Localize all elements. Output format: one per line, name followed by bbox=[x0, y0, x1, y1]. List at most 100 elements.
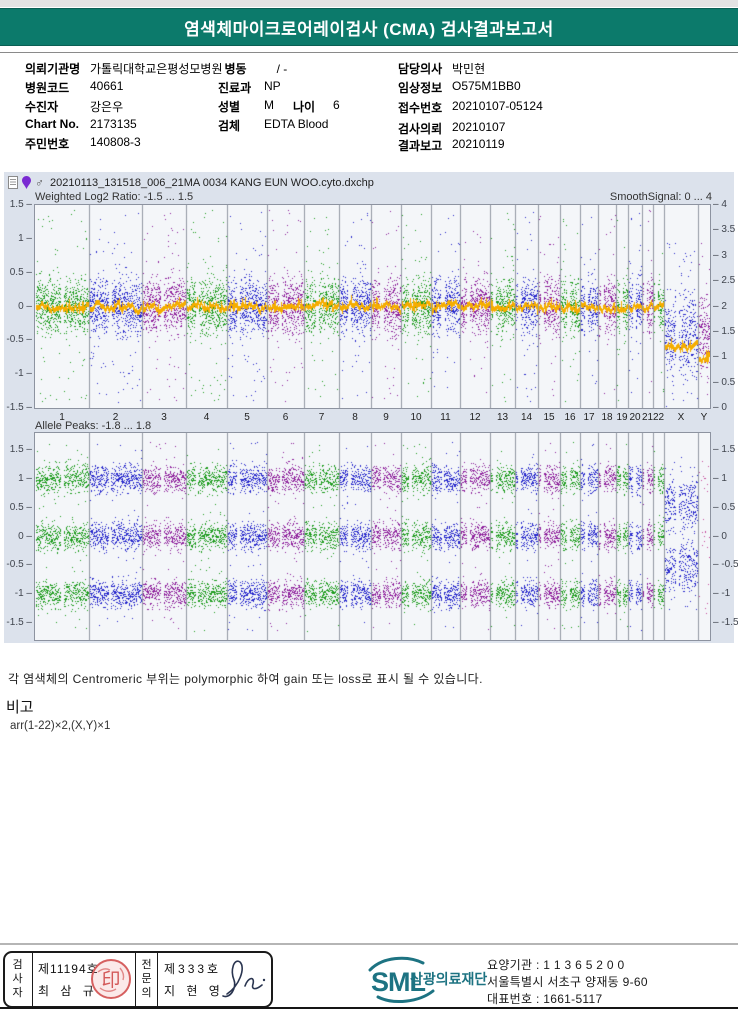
log2-ratio-scatter-canvas bbox=[35, 205, 710, 408]
report-title-banner: 염색체마이크로어레이검사 (CMA) 검사결과보고서 bbox=[0, 8, 738, 46]
field-label: 결과보고 bbox=[398, 139, 443, 153]
chromosome-label: 15 bbox=[543, 412, 555, 423]
field-label: 담당의사 bbox=[398, 62, 443, 76]
field-label: 진료과 bbox=[218, 81, 252, 95]
chromosome-label: 20 bbox=[629, 412, 641, 423]
axis-tick-label: 0 – bbox=[18, 300, 32, 312]
field-value: O575M1BB0 bbox=[452, 79, 521, 93]
field-value: M bbox=[264, 98, 274, 112]
axis-tick-label: 0 – bbox=[18, 530, 32, 542]
chromosome-label: 10 bbox=[410, 412, 422, 423]
chromosome-label: X bbox=[677, 412, 685, 423]
axis-tick-label: 0.5 – bbox=[9, 501, 32, 513]
field-value: 140808-3 bbox=[90, 135, 141, 149]
axis-tick-label: – 0 bbox=[713, 530, 727, 542]
field-label: Chart No. bbox=[25, 117, 79, 131]
field-value: 2173135 bbox=[90, 117, 137, 131]
chromosome-label: 13 bbox=[496, 412, 509, 423]
allele-peaks-scatter-canvas bbox=[35, 433, 710, 640]
axis-tick-label: 1.5 – bbox=[9, 444, 32, 456]
field-label: 병동 bbox=[224, 62, 247, 76]
field-label: 나이 bbox=[293, 100, 316, 114]
divider bbox=[135, 953, 136, 1006]
axis-tick-label: – 3.5 bbox=[713, 224, 736, 236]
field-label: 접수번호 bbox=[398, 101, 443, 115]
axis-tick-label: – 0 bbox=[713, 402, 727, 413]
field-label: 성별 bbox=[218, 100, 241, 114]
cma-viewer-panel: ♂ 20210113_131518_006_21MA 0034 KANG EUN… bbox=[4, 172, 738, 643]
chromosome-label: 9 bbox=[383, 412, 389, 423]
document-icon bbox=[8, 176, 18, 189]
axis-tick-label: – -0.5 bbox=[713, 559, 738, 571]
viewer-titlebar: ♂ 20210113_131518_006_21MA 0034 KANG EUN… bbox=[8, 175, 374, 190]
axis-tick-label: – 0.5 bbox=[713, 501, 736, 513]
org-address: 서울특별시 서초구 양재동 9-60 bbox=[487, 975, 648, 989]
pin-icon bbox=[22, 176, 31, 189]
chromosome-label: 19 bbox=[616, 412, 628, 423]
chromosome-label: 4 bbox=[203, 412, 210, 423]
chromosome-label: 8 bbox=[352, 412, 358, 423]
axis-tick-label: – 1 bbox=[713, 473, 727, 484]
allele-peaks-plot bbox=[34, 432, 711, 641]
viewer-filename: 20210113_131518_006_21MA 0034 KANG EUN W… bbox=[50, 176, 374, 189]
footer-divider bbox=[0, 943, 738, 945]
axis-tick-label: – -1.5 bbox=[713, 616, 738, 628]
chromosome-label: 14 bbox=[520, 412, 533, 423]
chromosome-label: 6 bbox=[282, 412, 289, 423]
svg-text:SML: SML bbox=[371, 967, 426, 997]
chromosome-label: 11 bbox=[440, 412, 451, 423]
bottom-border bbox=[0, 1007, 738, 1009]
examiner-cert-no: 제11194호 bbox=[38, 962, 99, 976]
chromosome-label: 7 bbox=[318, 412, 325, 423]
svg-text:印: 印 bbox=[101, 969, 120, 991]
specialist-name: 지 현 영 bbox=[164, 984, 224, 998]
axis-tick-label: -1 – bbox=[14, 368, 32, 380]
chromosome-label: 2 bbox=[112, 412, 119, 423]
log2-ratio-plot bbox=[34, 204, 711, 409]
chromosome-label: 21 bbox=[641, 412, 654, 423]
field-value: 6 bbox=[333, 98, 340, 112]
chromosome-label: 18 bbox=[601, 412, 613, 423]
chromosome-label: 22 bbox=[652, 412, 665, 423]
field-value: NP bbox=[264, 79, 281, 93]
care-org-number: 요양기관 : 1 1 3 6 5 2 0 0 bbox=[487, 958, 625, 972]
male-icon: ♂ bbox=[35, 175, 44, 190]
examiner-role-label: 검사자 bbox=[12, 959, 23, 999]
remark-heading: 비고 bbox=[6, 699, 34, 716]
header-divider bbox=[0, 52, 738, 53]
chromosome-label: 3 bbox=[161, 412, 167, 423]
axis-tick-label: -0.5 – bbox=[6, 559, 32, 571]
examiner-name: 최 삼 규 bbox=[38, 984, 98, 998]
chromosome-label: 16 bbox=[564, 412, 576, 423]
field-label: 수진자 bbox=[25, 100, 59, 114]
chromosome-label: Y bbox=[700, 412, 708, 423]
chromosome-label: 5 bbox=[244, 412, 250, 423]
org-name: 삼광의료재단 bbox=[410, 971, 488, 987]
org-phone: 대표번호 : 1661-5117 bbox=[487, 992, 603, 1006]
specialist-cert-no: 제333호 bbox=[164, 962, 222, 976]
field-value: 20210119 bbox=[452, 137, 505, 151]
axis-tick-label: – 2.5 bbox=[713, 275, 736, 287]
field-label: 검사의뢰 bbox=[398, 122, 443, 136]
field-value: EDTA Blood bbox=[264, 117, 329, 131]
sml-logo: SML bbox=[368, 956, 435, 1004]
window-top-strip bbox=[0, 0, 738, 7]
axis-tick-label: 1 – bbox=[18, 473, 32, 484]
axis-tick-label: -1 – bbox=[14, 588, 32, 599]
field-value: 20210107 bbox=[452, 120, 506, 134]
field-label: 병원코드 bbox=[25, 81, 70, 95]
axis-tick-label: -0.5 – bbox=[6, 334, 32, 346]
divider bbox=[157, 953, 158, 1006]
divider bbox=[32, 953, 33, 1006]
field-label: 의뢰기관명 bbox=[25, 62, 81, 76]
remark-result: arr(1-22)×2,(X,Y)×1 bbox=[10, 720, 111, 732]
signature-box: 검사자 제11194호 최 삼 규 印 전문의 제333호 지 현 영 bbox=[3, 951, 273, 1008]
field-label: 주민번호 bbox=[25, 137, 70, 151]
specialist-role-label: 전문의 bbox=[141, 959, 152, 999]
field-value: 40661 bbox=[90, 79, 124, 93]
field-value: 강은우 bbox=[90, 100, 124, 114]
axis-tick-label: -1.5 – bbox=[6, 402, 32, 413]
axis-tick-label: – 1.5 bbox=[713, 325, 736, 337]
chromosome-label: 1 bbox=[59, 412, 65, 423]
